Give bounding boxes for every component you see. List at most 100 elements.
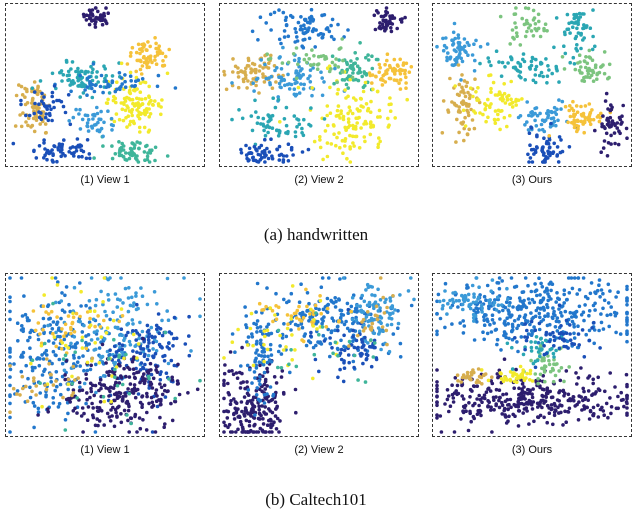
scatter-point — [110, 74, 115, 78]
scatter-point — [106, 84, 111, 89]
scatter-point — [393, 116, 397, 120]
scatter-point — [486, 56, 490, 60]
scatter-point — [398, 57, 402, 62]
scatter-point — [114, 100, 118, 105]
scatter-point — [497, 90, 502, 94]
scatter-point — [547, 68, 551, 72]
scatter-point — [230, 340, 235, 344]
scatter-point — [160, 318, 164, 323]
scatter-point — [625, 322, 629, 327]
scatter-point — [487, 304, 491, 309]
scatter-point — [607, 324, 611, 329]
scatter-point — [134, 307, 139, 312]
scatter-point — [463, 295, 468, 299]
scatter-point — [67, 77, 71, 82]
scatter-point — [523, 123, 527, 127]
scatter-point — [336, 324, 340, 329]
scatter-point — [19, 276, 24, 280]
scatter-point — [609, 133, 613, 138]
scatter-point — [625, 332, 629, 336]
scatter-point — [505, 95, 509, 99]
scatter-point — [8, 375, 12, 379]
scatter-point — [588, 26, 593, 31]
scatter-point — [89, 386, 93, 391]
scatter-point — [572, 16, 576, 21]
scatter-point — [277, 8, 281, 12]
scatter-point — [258, 382, 262, 387]
scatter-point — [557, 80, 561, 84]
scatter-point — [312, 318, 316, 322]
scatter-point — [294, 410, 298, 415]
scatter-point — [451, 300, 456, 305]
scatter-point — [381, 295, 385, 300]
scatter-point — [494, 387, 499, 392]
scatter-point — [462, 324, 467, 328]
scatter-point — [298, 27, 303, 32]
scatter-point — [274, 291, 278, 296]
scatter-point — [307, 26, 311, 30]
scatter-point — [236, 66, 240, 70]
scatter-point — [266, 57, 271, 62]
scatter-point — [128, 54, 133, 58]
scatter-point — [542, 344, 546, 348]
scatter-point — [398, 355, 403, 359]
scatter-point — [294, 30, 298, 35]
scatter-point — [497, 398, 501, 403]
scatter-point — [370, 321, 375, 326]
scatter-point — [385, 323, 390, 327]
scatter-point — [282, 392, 286, 396]
scatter-point — [567, 145, 572, 149]
scatter-point — [322, 117, 327, 121]
scatter-point — [198, 297, 202, 301]
scatter-point — [531, 387, 535, 391]
scatter-point — [385, 71, 389, 76]
scatter-point — [318, 135, 322, 139]
scatter-point — [582, 318, 586, 323]
scatter-point — [352, 345, 357, 350]
scatter-point — [364, 315, 369, 319]
scatter-point — [526, 402, 531, 406]
scatter-point — [277, 131, 282, 135]
scatter-point — [524, 21, 528, 26]
scatter-point — [373, 341, 377, 345]
scatter-point — [360, 74, 364, 79]
scatter-point — [8, 410, 12, 414]
scatter-point — [475, 397, 479, 401]
scatter-point — [487, 301, 492, 306]
scatter-point — [130, 97, 135, 102]
scatter-point — [530, 407, 535, 411]
scatter-point — [583, 104, 588, 108]
scatter-point — [500, 403, 505, 408]
scatter-point — [534, 335, 539, 339]
scatter-point — [575, 345, 580, 350]
scatter-point — [456, 46, 460, 50]
scatter-point — [283, 83, 287, 88]
scatter-point — [537, 73, 542, 78]
scatter-point — [323, 129, 328, 133]
scatter-point — [529, 358, 533, 363]
scatter-point — [84, 156, 89, 161]
scatter-point — [529, 402, 534, 407]
scatter-point — [94, 297, 99, 302]
scatter-point — [125, 125, 129, 129]
scatter-point — [465, 370, 470, 375]
scatter-point — [294, 92, 299, 97]
scatter-point — [262, 128, 266, 133]
scatter-point — [602, 139, 607, 143]
scatter-point — [529, 329, 534, 333]
scatter-point — [222, 430, 226, 434]
scatter-point — [451, 30, 456, 35]
scatter-point — [27, 116, 31, 121]
scatter-point — [268, 342, 273, 347]
scatter-point — [369, 325, 374, 329]
scatter-point — [156, 73, 161, 78]
scatter-point — [329, 23, 333, 28]
scatter-point — [32, 404, 37, 408]
scatter-point — [254, 83, 258, 88]
scatter-point — [153, 335, 157, 339]
scatter-point — [99, 109, 103, 114]
scatter-point — [554, 319, 559, 324]
scatter-point — [540, 405, 544, 410]
scatter-point — [36, 410, 41, 414]
scatter-svg — [222, 276, 416, 434]
